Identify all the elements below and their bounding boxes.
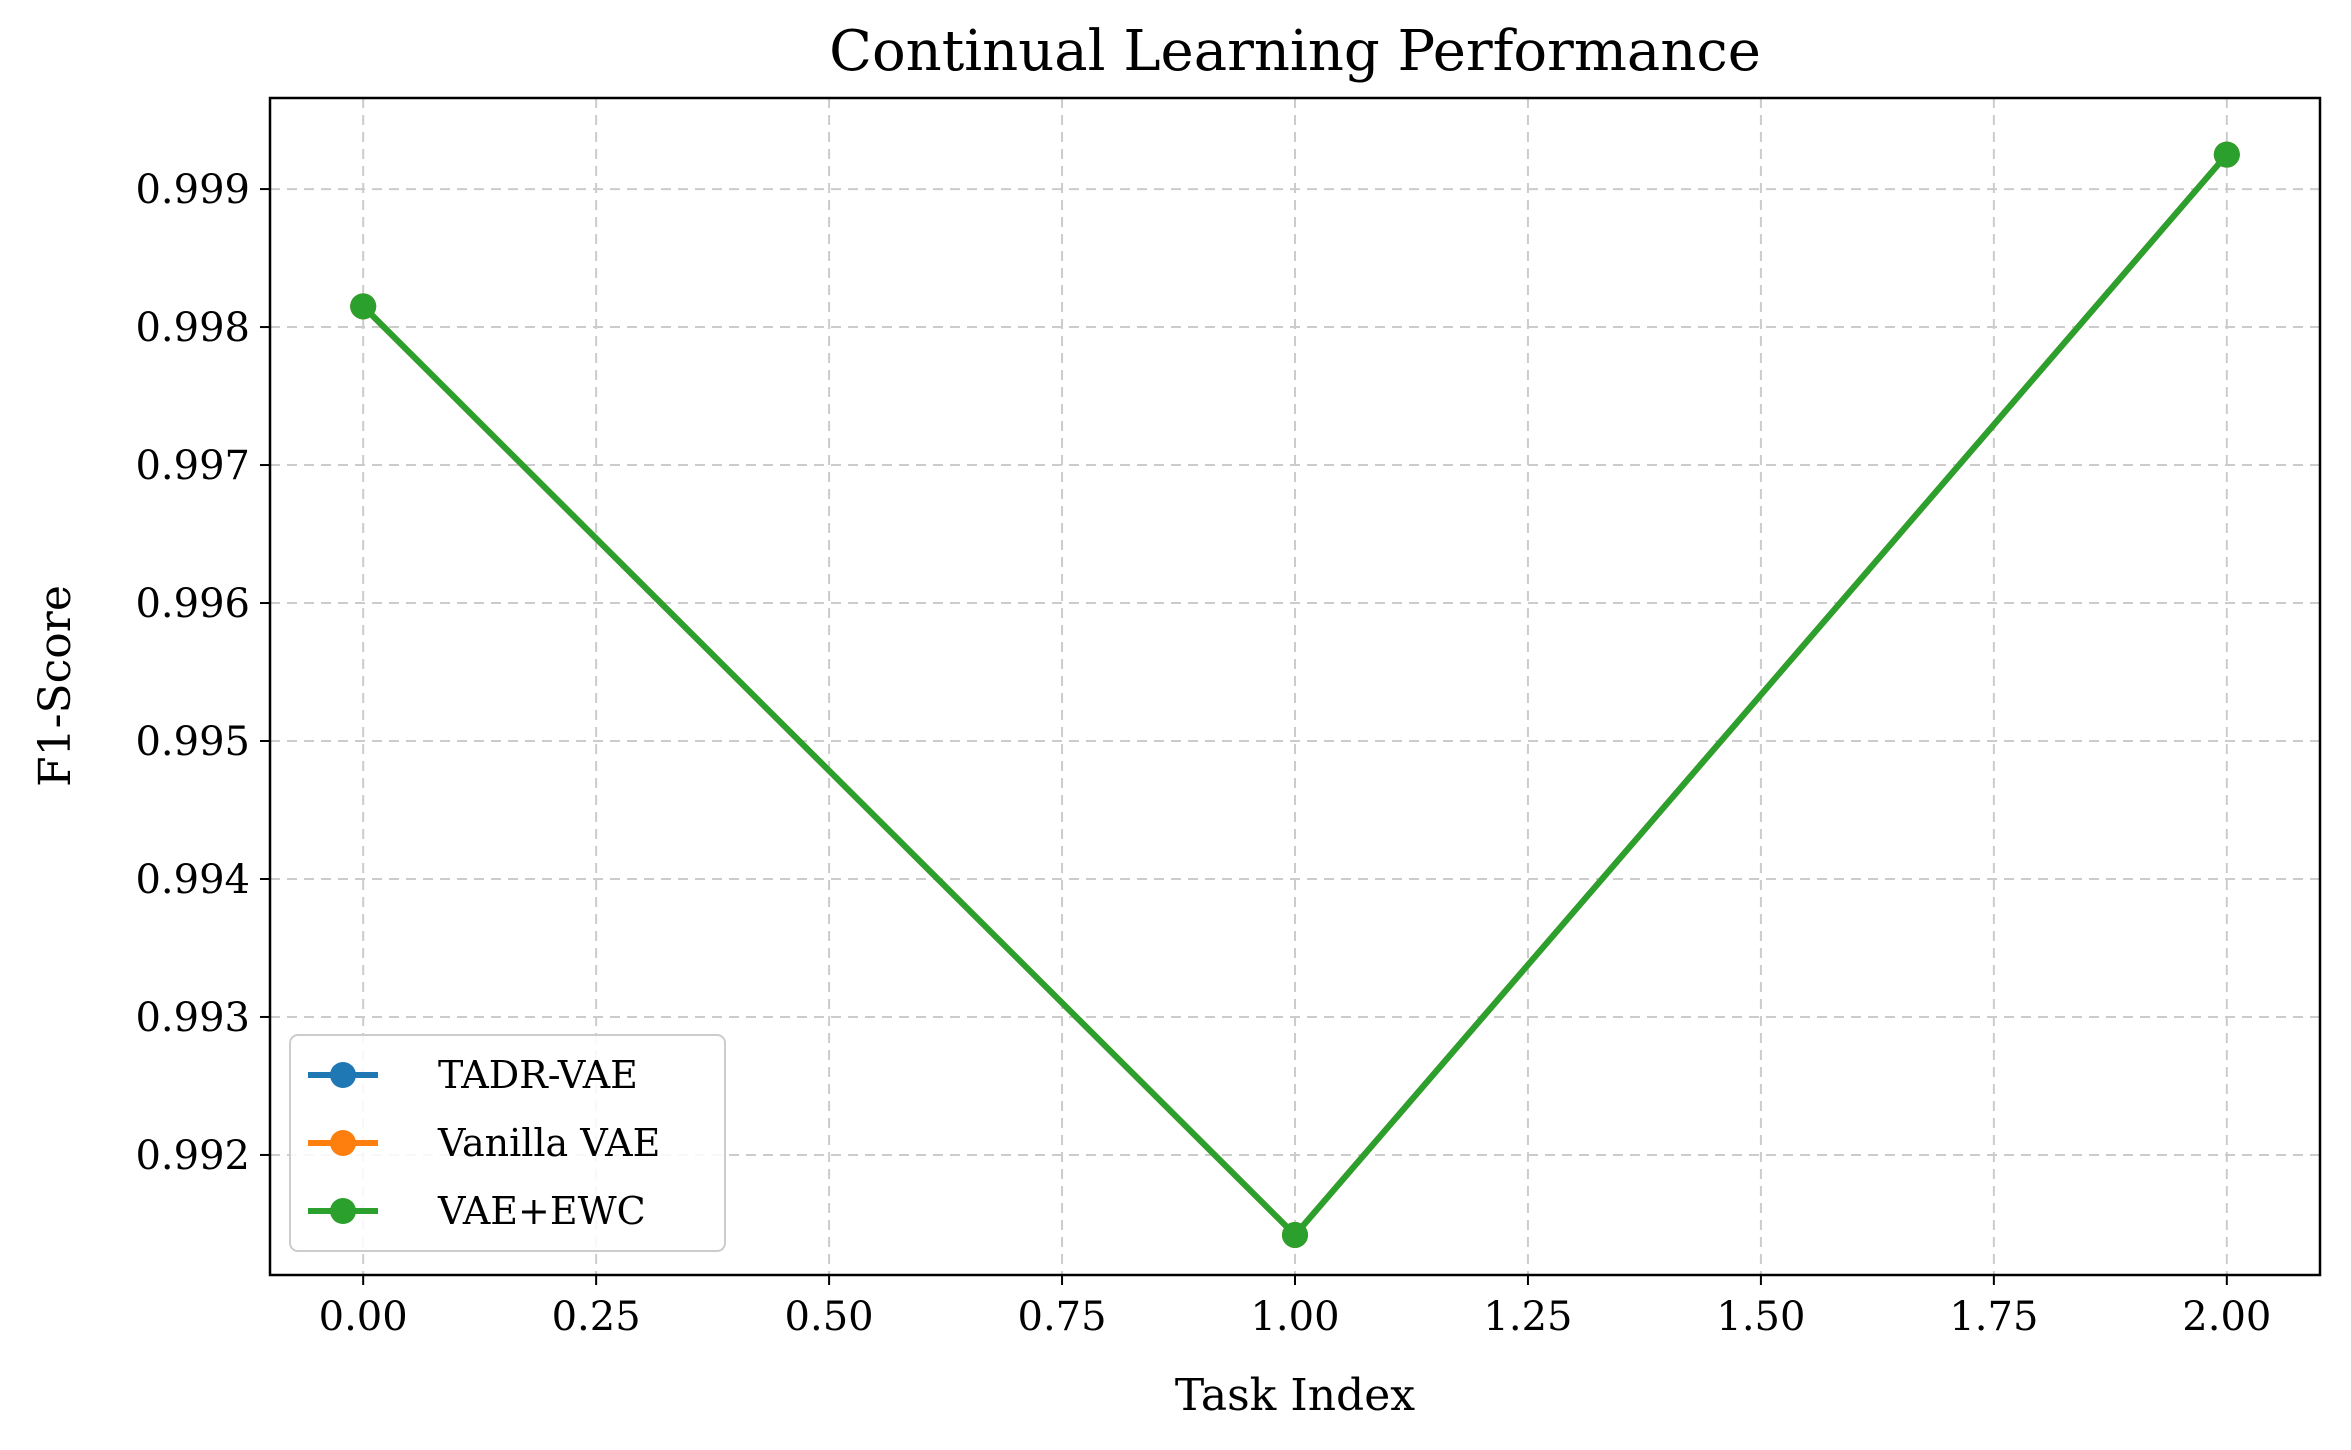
y-tick-label: 0.995 (135, 719, 250, 765)
x-tick-label: 0.75 (1018, 1294, 1107, 1340)
x-tick-label: 0.50 (785, 1294, 874, 1340)
legend-item: Vanilla VAE (308, 1121, 660, 1165)
x-tick-label: 2.00 (2182, 1294, 2271, 1340)
legend-box (289, 1034, 726, 1252)
x-tick-label: 1.75 (1949, 1294, 2038, 1340)
legend-item: VAE+EWC (308, 1189, 646, 1233)
legend-item: TADR-VAE (308, 1053, 638, 1097)
series-vae-ewc (350, 141, 2240, 1248)
y-tick-label: 0.996 (135, 581, 250, 627)
x-tick-label: 1.50 (1716, 1294, 1805, 1340)
y-tick-label: 0.999 (135, 167, 250, 213)
legend-marker (330, 1198, 356, 1224)
x-tick-label: 1.00 (1250, 1294, 1339, 1340)
legend: TADR-VAE Vanilla VAE VAE+EWC (289, 1034, 726, 1252)
legend-label: TADR-VAE (438, 1053, 638, 1097)
y-axis-label: F1-Score (30, 585, 81, 787)
y-tick-label: 0.997 (135, 443, 250, 489)
y-tick-label: 0.994 (135, 857, 250, 903)
grid (270, 98, 2320, 1275)
y-tick-label: 0.993 (135, 995, 250, 1041)
x-tick-label: 1.25 (1483, 1294, 1572, 1340)
data-point (2213, 141, 2240, 168)
legend-marker (330, 1062, 356, 1088)
x-axis-label: Task Index (1175, 1370, 1415, 1421)
legend-label: Vanilla VAE (437, 1121, 660, 1165)
x-tick-label: 0.00 (319, 1294, 408, 1340)
legend-marker (330, 1130, 356, 1156)
data-point (1282, 1221, 1308, 1248)
y-tick-label: 0.998 (135, 305, 250, 351)
x-tick-label: 0.25 (552, 1294, 641, 1340)
series-layer (350, 141, 2240, 1248)
chart-title: Continual Learning Performance (829, 19, 1761, 84)
data-point (350, 293, 377, 320)
y-tick-label: 0.992 (135, 1133, 250, 1179)
legend-label: VAE+EWC (437, 1189, 646, 1233)
ticks: 0.00 0.25 0.50 0.75 1.00 1.25 1.50 1.75 2.00 0.99… (135, 167, 2271, 1340)
